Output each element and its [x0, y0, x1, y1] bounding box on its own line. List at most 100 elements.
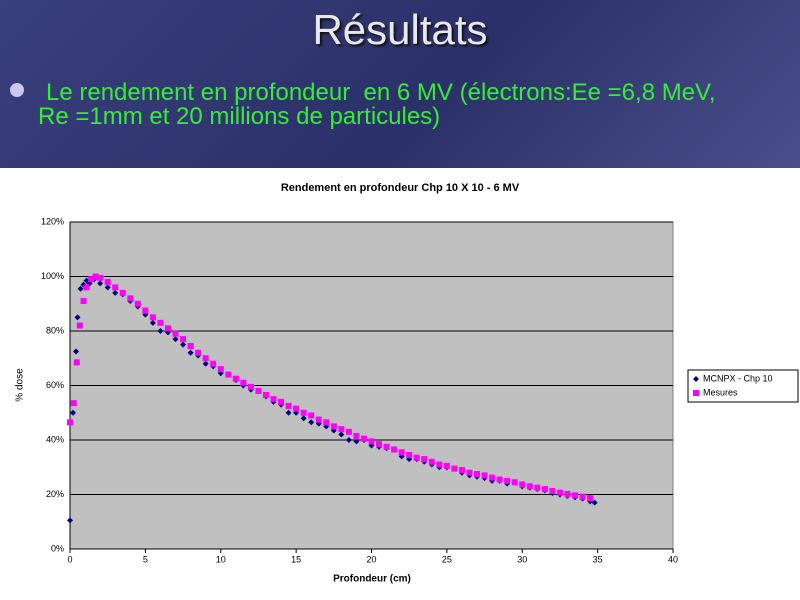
- point: [104, 284, 111, 291]
- x-tick-label: 30: [517, 554, 527, 564]
- y-tick-label: 100%: [41, 271, 64, 281]
- point: [83, 284, 90, 291]
- point: [76, 322, 83, 329]
- point: [519, 481, 526, 488]
- point: [293, 405, 300, 412]
- point: [210, 360, 217, 367]
- point: [526, 483, 533, 490]
- point: [97, 280, 104, 287]
- y-tick-label: 60%: [46, 380, 64, 390]
- point: [504, 477, 511, 484]
- point: [285, 409, 292, 416]
- point: [112, 289, 119, 296]
- point: [187, 342, 194, 349]
- point: [119, 289, 126, 296]
- point: [157, 319, 164, 326]
- point: [217, 366, 224, 373]
- point: [587, 495, 594, 502]
- point: [180, 341, 187, 348]
- x-tick-label: 0: [67, 554, 72, 564]
- point: [247, 383, 254, 390]
- point: [255, 387, 262, 394]
- point: [572, 492, 579, 499]
- point: [556, 489, 563, 496]
- point: [353, 438, 360, 445]
- point: [142, 307, 149, 314]
- point: [157, 328, 164, 334]
- point: [232, 375, 239, 382]
- chart: Rendement en profondeur Chp 10 X 10 - 6 …: [15, 182, 799, 585]
- point: [564, 490, 571, 497]
- point: [511, 479, 518, 486]
- point: [458, 466, 465, 473]
- point: [579, 493, 586, 500]
- y-axis-label: % dose: [15, 368, 26, 402]
- y-tick-label: 80%: [46, 325, 64, 335]
- x-tick-label: 15: [291, 554, 301, 564]
- x-axis-label: Profondeur (cm): [333, 574, 411, 585]
- point: [300, 415, 307, 422]
- slide-title: Résultats: [312, 6, 488, 53]
- x-tick-label: 5: [143, 554, 148, 564]
- y-tick-label: 120%: [41, 216, 64, 226]
- point: [70, 409, 77, 416]
- point: [541, 486, 548, 493]
- point: [270, 396, 277, 403]
- point: [127, 295, 134, 302]
- point: [398, 449, 405, 456]
- point: [481, 472, 488, 479]
- point: [406, 451, 413, 458]
- point: [300, 409, 307, 416]
- point: [97, 274, 104, 281]
- point: [88, 276, 95, 283]
- legend-box: [687, 369, 799, 403]
- point: [202, 360, 209, 367]
- legend-label: MCNPX - Chp 10: [703, 373, 773, 383]
- chart-title: Rendement en profondeur Chp 10 X 10 - 6 …: [281, 182, 520, 194]
- point: [421, 456, 428, 463]
- y-tick-label: 20%: [46, 489, 64, 499]
- x-tick-label: 40: [668, 554, 678, 564]
- point: [308, 419, 315, 426]
- x-tick-label: 20: [366, 554, 376, 564]
- point: [73, 359, 80, 366]
- point: [428, 458, 435, 465]
- point: [315, 416, 322, 423]
- point: [591, 499, 598, 506]
- bullet-dot: [10, 83, 24, 97]
- y-tick-label: 40%: [46, 434, 64, 444]
- point: [112, 284, 119, 291]
- point: [345, 428, 352, 435]
- point: [67, 517, 73, 524]
- point: [489, 474, 496, 481]
- point: [330, 423, 337, 430]
- point: [391, 446, 398, 453]
- point: [345, 437, 352, 443]
- point: [217, 370, 224, 377]
- point: [77, 285, 84, 292]
- point: [73, 348, 80, 355]
- point: [413, 454, 420, 461]
- point: [70, 400, 77, 407]
- bullet-text: Re =1mm et 20 millions de particules): [38, 103, 441, 130]
- legend-marker: [693, 390, 699, 396]
- point: [353, 432, 360, 439]
- point: [383, 443, 390, 450]
- point: [172, 336, 179, 343]
- point: [436, 461, 443, 468]
- point: [187, 349, 194, 356]
- x-tick-label: 10: [216, 554, 226, 564]
- slide-header: Résultats Le rendement en profondeur en …: [0, 0, 800, 168]
- point: [278, 398, 285, 405]
- point: [202, 355, 209, 362]
- point: [443, 462, 450, 469]
- point: [534, 484, 541, 491]
- y-tick-label: 0%: [51, 543, 64, 553]
- point: [67, 419, 73, 426]
- point: [180, 336, 187, 343]
- point: [225, 371, 232, 378]
- bullet-text: Le rendement en profondeur en 6 MV (élec…: [46, 79, 716, 106]
- x-tick-label: 35: [593, 554, 603, 564]
- point: [240, 379, 247, 386]
